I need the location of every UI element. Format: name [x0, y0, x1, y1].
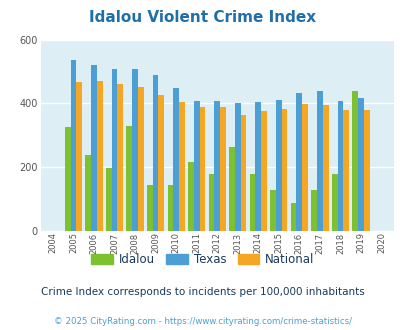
Bar — [188, 162, 193, 231]
Bar — [106, 168, 111, 231]
Bar — [322, 105, 328, 231]
Bar — [167, 185, 173, 231]
Bar — [85, 155, 91, 231]
Legend: Idalou, Texas, National: Idalou, Texas, National — [86, 248, 319, 271]
Text: © 2025 CityRating.com - https://www.cityrating.com/crime-statistics/: © 2025 CityRating.com - https://www.city… — [54, 317, 351, 326]
Bar — [311, 189, 316, 231]
Bar — [249, 174, 255, 231]
Bar — [173, 88, 179, 231]
Bar — [91, 65, 97, 231]
Bar — [352, 91, 357, 231]
Text: Idalou Violent Crime Index: Idalou Violent Crime Index — [89, 10, 316, 25]
Bar — [65, 127, 70, 231]
Bar — [331, 174, 337, 231]
Bar — [290, 203, 296, 231]
Bar — [117, 83, 123, 231]
Bar — [158, 95, 164, 231]
Bar — [199, 107, 205, 231]
Bar — [152, 75, 158, 231]
Bar — [214, 101, 220, 231]
Bar — [147, 185, 152, 231]
Bar — [70, 60, 76, 231]
Bar — [255, 102, 260, 231]
Bar — [270, 190, 275, 231]
Bar — [301, 104, 307, 231]
Text: Crime Index corresponds to incidents per 100,000 inhabitants: Crime Index corresponds to incidents per… — [41, 287, 364, 297]
Bar — [138, 87, 143, 231]
Bar — [343, 110, 348, 231]
Bar — [316, 91, 322, 231]
Bar — [240, 115, 246, 231]
Bar — [208, 174, 214, 231]
Bar — [132, 69, 138, 231]
Bar — [111, 69, 117, 231]
Bar — [193, 101, 199, 231]
Bar — [228, 148, 234, 231]
Bar — [76, 82, 82, 231]
Bar — [357, 98, 363, 231]
Bar — [275, 100, 281, 231]
Bar — [234, 103, 240, 231]
Bar — [179, 102, 184, 231]
Bar — [260, 112, 266, 231]
Bar — [126, 126, 132, 231]
Bar — [281, 109, 287, 231]
Bar — [220, 107, 225, 231]
Bar — [363, 111, 369, 231]
Bar — [296, 92, 301, 231]
Bar — [337, 101, 343, 231]
Bar — [97, 81, 102, 231]
